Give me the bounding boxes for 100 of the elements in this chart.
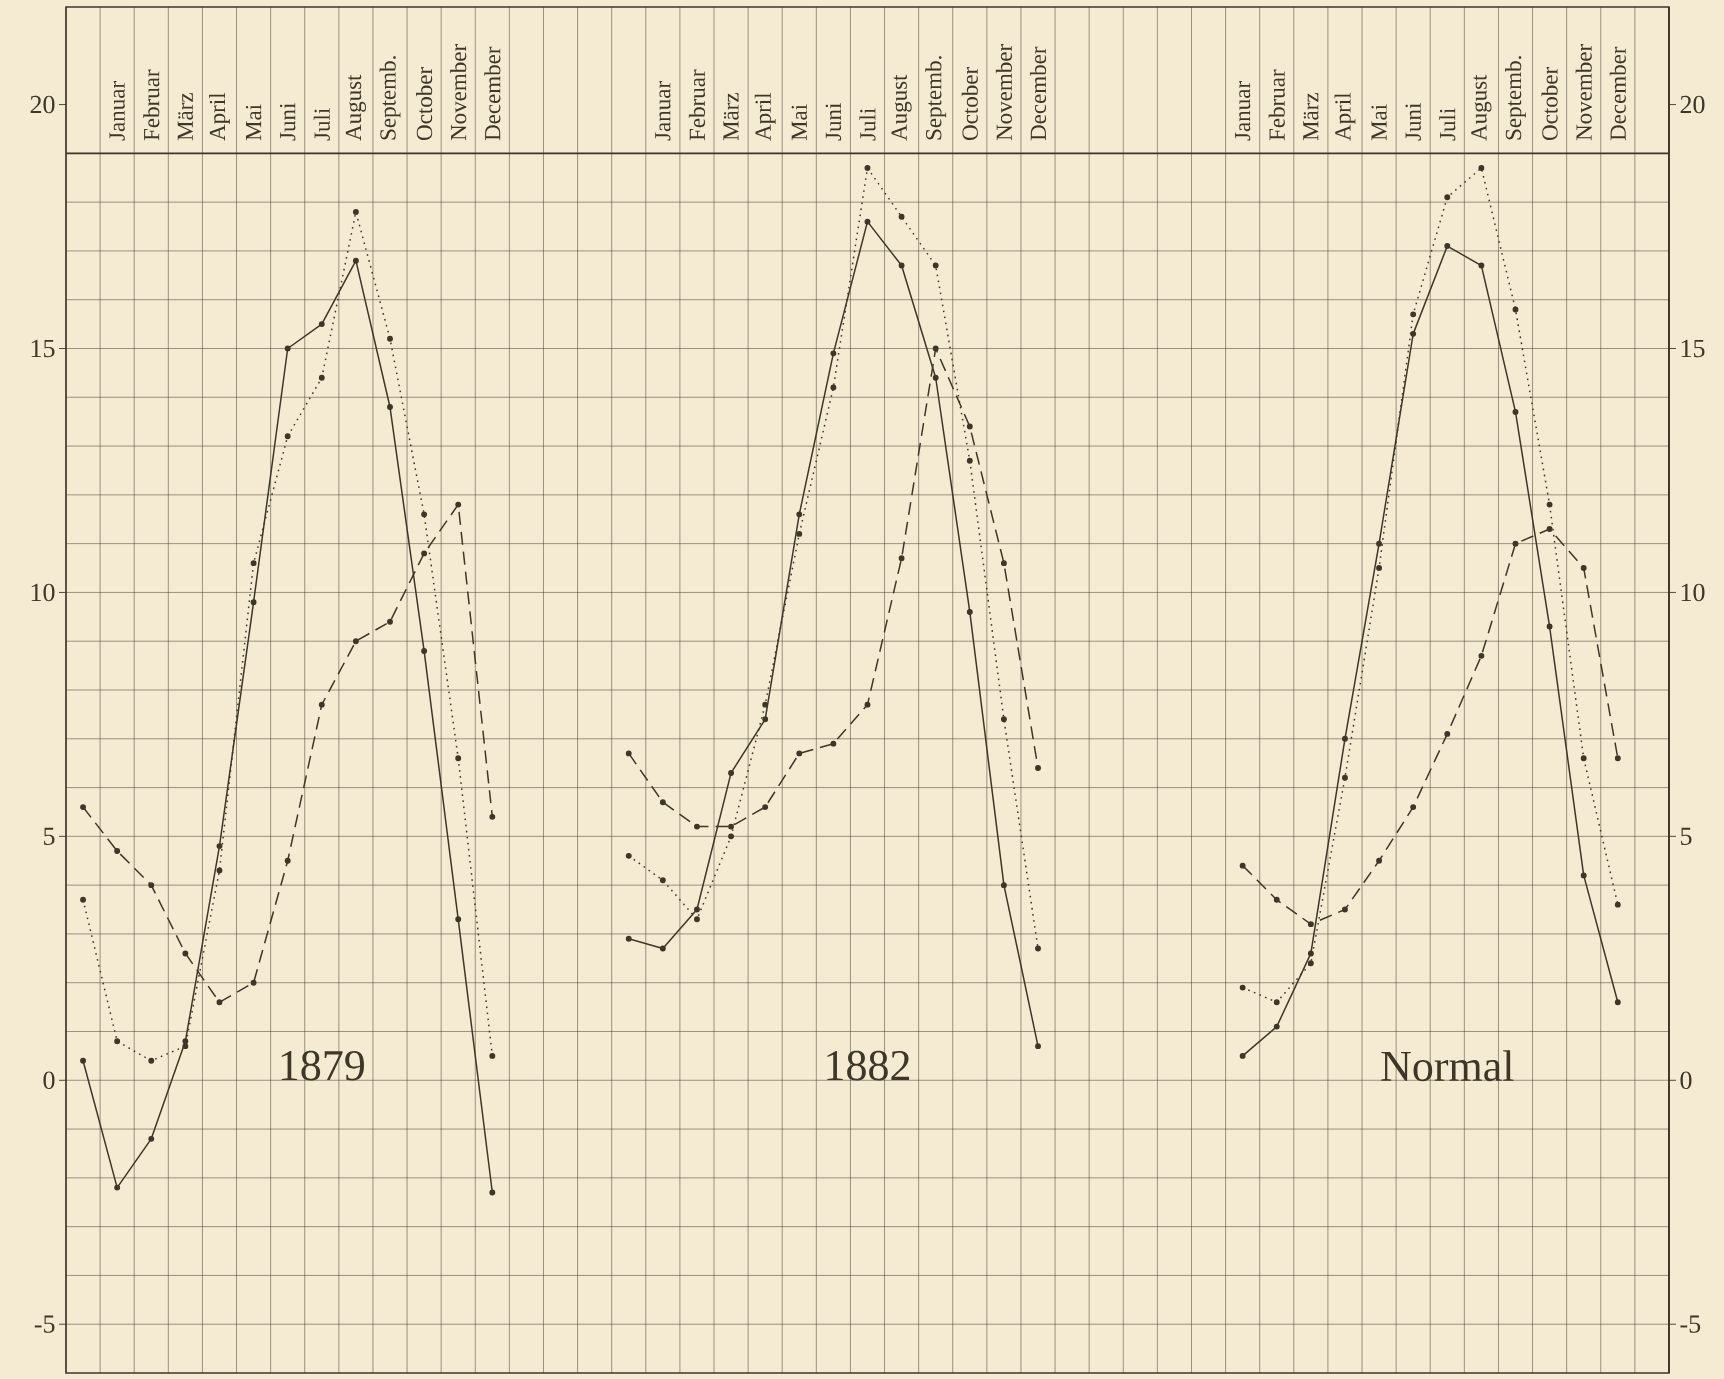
x-tick-label: Januar: [1235, 81, 1251, 141]
point: [1376, 540, 1383, 547]
point: [216, 843, 223, 850]
point: [352, 257, 359, 264]
point: [114, 1038, 121, 1045]
point: [489, 1052, 496, 1059]
point: [1239, 1052, 1246, 1059]
point: [1512, 408, 1519, 415]
point: [694, 906, 700, 913]
point: [1546, 623, 1553, 630]
x-tick-label: August: [891, 74, 912, 141]
point: [455, 755, 462, 762]
x-tick-label: August: [1471, 74, 1492, 141]
point: [1035, 1043, 1041, 1050]
point: [250, 979, 257, 986]
y2-tick-label: -5: [1680, 1315, 1701, 1333]
point: [216, 867, 223, 874]
point: [728, 823, 735, 830]
point: [1376, 857, 1383, 864]
x-tick-label: April: [754, 92, 776, 141]
point: [284, 857, 291, 864]
x-tick-label: Septemb.: [379, 56, 401, 140]
point: [387, 404, 393, 410]
y-tick-label: -5: [34, 1315, 55, 1333]
x-tick-label: Juni: [825, 103, 842, 141]
x-tick-label: April: [209, 92, 230, 141]
point: [966, 423, 973, 430]
point: [1273, 999, 1280, 1006]
point: [1614, 901, 1621, 908]
point: [1546, 501, 1553, 508]
point: [796, 750, 803, 757]
point: [932, 262, 939, 269]
x-tick-label: Februar: [143, 69, 160, 141]
x-tick-label: April: [1334, 92, 1356, 141]
x-tick-label: December: [1609, 46, 1626, 141]
point: [1342, 906, 1348, 913]
point: [182, 1043, 189, 1050]
x-tick-label: Juli: [313, 108, 330, 141]
point: [694, 916, 700, 923]
point: [387, 335, 393, 342]
point: [1512, 540, 1519, 547]
point: [1512, 306, 1519, 313]
point: [830, 350, 837, 357]
point: [1546, 526, 1553, 532]
point: [1000, 560, 1007, 567]
point: [625, 852, 632, 859]
x-tick-label: December: [1029, 46, 1047, 141]
x-tick-label: Mai: [1371, 104, 1387, 141]
x-tick-label: Septemb.: [925, 56, 947, 140]
y2-tick-label: 15: [1681, 339, 1705, 358]
x-tick-label: August: [345, 74, 366, 141]
point: [1376, 565, 1383, 571]
point: [1307, 960, 1314, 967]
point: [284, 433, 291, 440]
y-tick-label: 20: [30, 95, 55, 114]
point: [148, 1057, 155, 1064]
point: [1307, 950, 1314, 957]
x-tick-label: November: [1575, 44, 1592, 141]
point: [1035, 765, 1041, 771]
y2-tick-label: 20: [1680, 95, 1705, 114]
point: [148, 1135, 155, 1142]
y2-tick-label: 10: [1681, 583, 1705, 602]
point: [250, 599, 257, 606]
point: [728, 769, 735, 776]
x-tick-label: November: [995, 44, 1012, 141]
x-tick-label: Mai: [791, 104, 807, 141]
point: [318, 321, 325, 328]
point: [932, 345, 939, 352]
x-tick-label: Januar: [655, 81, 671, 141]
point: [728, 833, 735, 840]
annotation: 1879: [281, 1050, 364, 1081]
y-tick-label: 10: [31, 583, 55, 602]
y-tick-label: 15: [31, 339, 55, 358]
x-tick-label: Februar: [688, 69, 706, 141]
point: [1410, 330, 1417, 337]
point: [625, 935, 632, 942]
point: [489, 813, 496, 820]
point: [796, 511, 803, 518]
point: [966, 457, 973, 464]
y2-tick-label: 0: [1680, 1071, 1692, 1090]
point: [352, 638, 359, 645]
point: [659, 945, 666, 952]
x-tick-label: Septemb.: [1505, 56, 1526, 140]
point: [1614, 755, 1621, 762]
point: [932, 374, 939, 381]
point: [387, 618, 393, 625]
point: [1580, 565, 1587, 571]
point: [1580, 872, 1587, 879]
point: [1478, 652, 1485, 659]
point: [489, 1189, 496, 1196]
x-tick-label: October: [961, 67, 978, 141]
point: [1580, 755, 1587, 762]
point: [318, 701, 325, 708]
point: [318, 374, 325, 381]
point: [1035, 945, 1041, 952]
point: [1000, 882, 1007, 889]
point: [1444, 730, 1451, 737]
point: [762, 716, 769, 723]
point: [421, 511, 428, 518]
point: [421, 550, 428, 557]
